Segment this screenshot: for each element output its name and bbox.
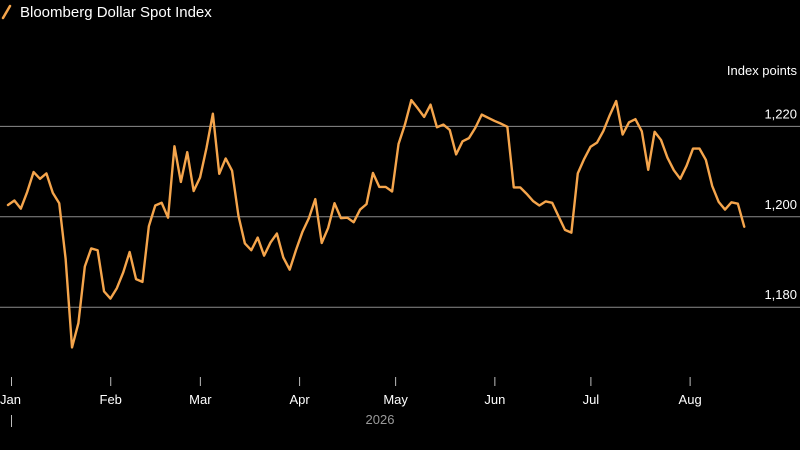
y-unit-label: Index points <box>727 63 798 78</box>
x-axis: Jan Feb Mar Apr May Jun Jul Aug <box>0 377 702 407</box>
y-tick-label-1220: 1,220 <box>764 106 797 121</box>
x-tick-label-feb: Feb <box>100 392 122 407</box>
series-line-dollar-index <box>6 98 746 349</box>
year-label: 2026 <box>366 412 395 427</box>
x-tick-label-jul: Jul <box>583 392 600 407</box>
x-tick-label-jun: Jun <box>484 392 505 407</box>
y-tick-label-1180: 1,180 <box>764 287 797 302</box>
x-tick-label-jan: Jan <box>0 392 21 407</box>
x-tick-label-aug: Aug <box>679 392 702 407</box>
x-tick-label-apr: Apr <box>289 392 310 407</box>
x-tick-label-may: May <box>383 392 408 407</box>
title-marker <box>1 4 12 20</box>
chart-title: Bloomberg Dollar Spot Index <box>20 4 212 21</box>
x-tick-label-mar: Mar <box>189 392 212 407</box>
y-tick-label-1200: 1,200 <box>764 197 797 212</box>
y-tick-labels: 1,220 1,200 1,180 <box>764 106 797 302</box>
gridlines <box>0 125 800 308</box>
